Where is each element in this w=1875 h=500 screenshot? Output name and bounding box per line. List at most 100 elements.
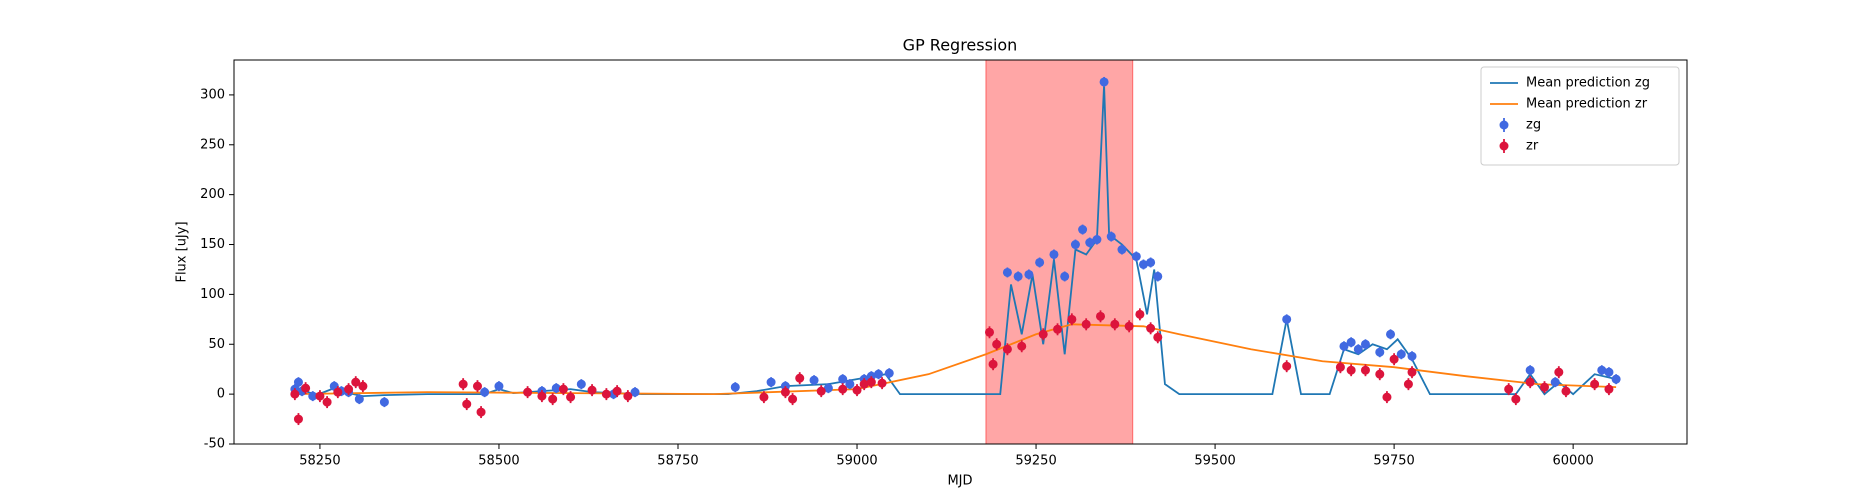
data-point [476, 407, 486, 417]
legend-box [1480, 66, 1680, 166]
y-tick-label: 300 [200, 87, 225, 102]
y-tick-label: 0 [217, 387, 225, 402]
plot-area [290, 60, 1621, 444]
data-point [766, 377, 776, 387]
data-point [1070, 240, 1080, 250]
data-point [1511, 394, 1521, 404]
data-point [1067, 314, 1077, 324]
data-point [1360, 339, 1370, 349]
data-point [1525, 365, 1535, 375]
data-point [1282, 361, 1292, 371]
data-point [1597, 365, 1607, 375]
x-tick-label: 59000 [836, 454, 877, 469]
data-point [1407, 351, 1417, 361]
data-point [1407, 367, 1417, 377]
data-point [551, 383, 561, 393]
data-point [1117, 245, 1127, 255]
data-point [379, 397, 389, 407]
x-tick-label: 58250 [299, 454, 340, 469]
data-point [351, 377, 361, 387]
data-point [301, 383, 311, 393]
data-point [1360, 365, 1370, 375]
legend-label: zr [1526, 139, 1539, 154]
data-point [1346, 365, 1356, 375]
data-point [1353, 344, 1363, 354]
x-axis-label: MJD [947, 474, 972, 489]
data-point [780, 387, 790, 397]
data-point [1024, 269, 1034, 279]
data-point [1389, 354, 1399, 364]
data-point [859, 379, 869, 389]
data-point [612, 386, 622, 396]
data-point [877, 378, 887, 388]
data-point [601, 389, 611, 399]
data-point [1525, 377, 1535, 387]
data-point [587, 385, 597, 395]
data-point [494, 381, 504, 391]
data-point [1017, 341, 1027, 351]
x-tick-label: 59750 [1373, 454, 1414, 469]
mean-line [291, 323, 1617, 396]
data-point [1375, 347, 1385, 357]
data-point [1096, 311, 1106, 321]
data-point [1604, 367, 1614, 377]
data-point [1153, 271, 1163, 281]
data-point [852, 385, 862, 395]
data-point [1049, 249, 1059, 259]
data-point [1038, 329, 1048, 339]
data-point [1110, 319, 1120, 329]
data-point [462, 399, 472, 409]
data-point [537, 391, 547, 401]
data-point [1078, 225, 1088, 235]
data-point [1138, 259, 1148, 269]
data-point [1146, 257, 1156, 267]
legend-label: Mean prediction zr [1526, 97, 1648, 112]
data-point [1335, 362, 1345, 372]
data-point [1554, 367, 1564, 377]
data-point [1386, 329, 1396, 339]
data-point [472, 381, 482, 391]
data-point [293, 414, 303, 424]
chart-title: GP Regression [903, 36, 1018, 55]
y-tick-label: -50 [204, 437, 225, 452]
x-tick-label: 59250 [1015, 454, 1056, 469]
data-point [1382, 392, 1392, 402]
data-point [358, 381, 368, 391]
data-point [874, 369, 884, 379]
data-point [795, 373, 805, 383]
data-point [566, 392, 576, 402]
data-point [1153, 332, 1163, 342]
data-point [1396, 349, 1406, 359]
data-point [845, 379, 855, 389]
data-point [523, 387, 533, 397]
data-point [838, 384, 848, 394]
legend-label: zg [1526, 118, 1541, 133]
y-tick-label: 150 [200, 237, 225, 252]
data-point [809, 375, 819, 385]
data-point [1053, 324, 1063, 334]
data-point [315, 391, 325, 401]
data-point [344, 384, 354, 394]
axes-frame [233, 59, 1688, 445]
data-point [838, 374, 848, 384]
data-point [480, 387, 490, 397]
data-point [884, 368, 894, 378]
data-point [1282, 314, 1292, 324]
data-point [1550, 377, 1560, 387]
y-tick-label: 200 [200, 187, 225, 202]
data-point [1539, 382, 1549, 392]
data-point [1403, 379, 1413, 389]
data-point [1611, 374, 1621, 384]
shaded-span [985, 60, 1134, 444]
data-point [1099, 77, 1109, 87]
x-tick-label: 60000 [1552, 454, 1593, 469]
data-point [308, 391, 318, 401]
data-point [1375, 369, 1385, 379]
data-point [985, 327, 995, 337]
x-tick-label: 58500 [478, 454, 519, 469]
legend-label: Mean prediction zg [1526, 76, 1650, 91]
data-point [1131, 251, 1141, 261]
data-point [558, 384, 568, 394]
data-point [1085, 238, 1095, 248]
